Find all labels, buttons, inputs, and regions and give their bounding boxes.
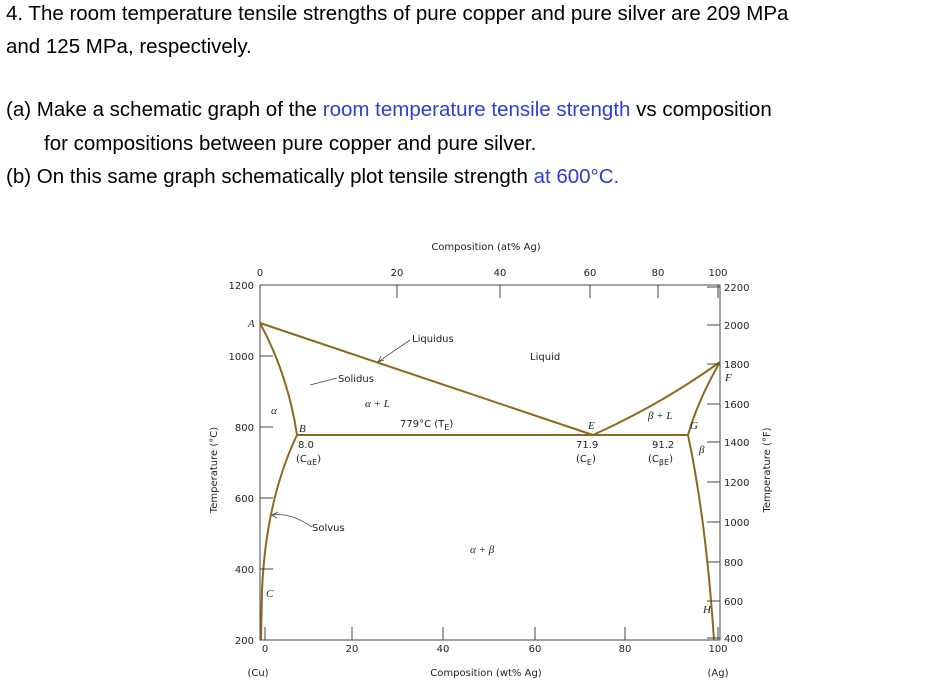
plot-frame (259, 284, 721, 641)
end-label: (Ag) (708, 668, 729, 679)
left-tick-label: 800 (235, 423, 254, 434)
curve-label: Liquidus (412, 334, 454, 345)
right-tick-label: 400 (724, 634, 743, 645)
composition-value: 8.0 (298, 440, 314, 451)
text: ) (669, 454, 673, 465)
axis-title: Composition (wt% Ag) (430, 668, 542, 679)
left-tick-label: 1000 (229, 352, 254, 363)
composition-value: 91.2 (652, 440, 674, 451)
phase-label: β + L (647, 410, 673, 422)
text: vs composition (630, 98, 772, 121)
liquidus-curve (592, 361, 721, 436)
composition-label: (CE) (576, 454, 596, 467)
composition-label: (CβE) (648, 454, 673, 467)
phase-label: α (271, 405, 277, 417)
phase-label: α + β (470, 544, 495, 556)
subscript: E (587, 458, 592, 467)
liquidus-curve (259, 322, 594, 436)
text: 779°C (T (400, 419, 445, 430)
right-tick-label: 800 (724, 558, 743, 569)
axis-title: Temperature (°F) (762, 427, 773, 513)
point-label: E (587, 420, 595, 432)
right-tick-label: 1800 (724, 360, 749, 371)
text: ) (449, 419, 453, 430)
right-tick-label: 1000 (724, 518, 749, 529)
bottom-tick-label: 0 (262, 644, 268, 655)
question-line: and 125 MPa, respectively. (6, 35, 252, 58)
point-label: G (690, 420, 698, 432)
top-tick-label: 20 (391, 268, 404, 279)
point-label: H (702, 604, 712, 616)
point-label: F (724, 372, 732, 384)
top-tick-label: 100 (708, 268, 727, 279)
solvus-curve (687, 434, 715, 641)
right-tick-label: 2200 (724, 283, 749, 294)
left-tick-label: 600 (235, 494, 254, 505)
arrow (377, 339, 411, 363)
bottom-tick-label: 40 (437, 644, 450, 655)
eutectic-label: 779°C (TE) (400, 419, 453, 432)
phase-label: α + L (365, 398, 390, 410)
text: (C (296, 454, 307, 465)
subscript: βE (659, 458, 669, 467)
text: ) (592, 454, 596, 465)
question-line: 4. The room temperature tensile strength… (6, 2, 789, 25)
left-tick-label: 400 (235, 565, 254, 576)
text: ) (317, 454, 321, 465)
part-a: (a) Make a schematic graph of the room t… (6, 98, 772, 122)
bottom-tick-label: 100 (708, 644, 727, 655)
left-tick-label: 200 (235, 636, 254, 647)
text: (C (576, 454, 587, 465)
curve-label: Solidus (338, 374, 374, 385)
left-tick-label: 1200 (229, 281, 254, 292)
composition-label: (CαE) (296, 454, 321, 467)
curve-label: Solvus (312, 523, 345, 534)
top-tick-label: 80 (652, 268, 665, 279)
part-label: (b) (6, 165, 32, 188)
part-a-line-2: for compositions between pure copper and… (44, 132, 537, 155)
bottom-tick-label: 80 (619, 644, 632, 655)
composition-value: 71.9 (576, 440, 598, 451)
right-tick-label: 600 (724, 597, 743, 608)
text: (C (648, 454, 659, 465)
end-label: (Cu) (247, 668, 268, 679)
right-tick-label: 2000 (724, 321, 749, 332)
phase-label: β (698, 444, 705, 456)
highlight: at 600°C. (533, 165, 620, 188)
top-tick-label: 40 (494, 268, 507, 279)
axis-title: Temperature (°C) (209, 427, 220, 514)
solidus-curve (687, 361, 721, 436)
phase-label: Liquid (530, 352, 560, 363)
point-label: B (299, 423, 306, 435)
text: On this same graph schematically plot te… (36, 165, 534, 188)
right-tick-label: 1200 (724, 478, 749, 489)
point-label: A (247, 318, 255, 330)
subscript: E (444, 423, 449, 432)
subscript: αE (307, 458, 317, 467)
solvus-curve (260, 434, 298, 641)
part-label: (a) (6, 98, 32, 121)
bottom-tick-label: 20 (346, 644, 359, 655)
right-tick-label: 1600 (724, 400, 749, 411)
axis-title: Composition (at% Ag) (431, 242, 540, 253)
arrow (271, 511, 313, 528)
point-label: C (266, 588, 274, 600)
arrow (309, 377, 338, 386)
highlight: room temperature tensile strength (322, 98, 631, 121)
bottom-tick-label: 60 (529, 644, 542, 655)
top-tick-label: 0 (257, 268, 263, 279)
top-tick-label: 60 (584, 268, 597, 279)
text: Make a schematic graph of the (36, 98, 323, 121)
solidus-curve (259, 322, 298, 436)
part-b: (b) On this same graph schematically plo… (6, 165, 619, 189)
right-tick-label: 1400 (724, 438, 749, 449)
